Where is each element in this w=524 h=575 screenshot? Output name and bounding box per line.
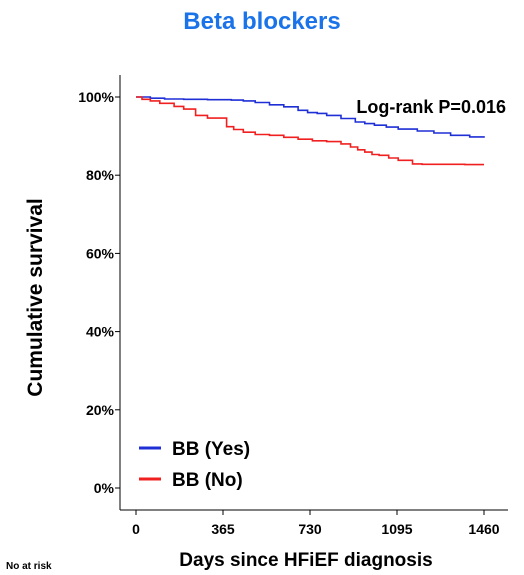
y-tick-label: 0% <box>94 480 115 496</box>
x-tick-label: 730 <box>298 521 322 537</box>
log-rank-annotation: Log-rank P=0.016 <box>356 97 506 117</box>
y-tick-label: 80% <box>86 167 115 183</box>
legend: BB (Yes) BB (No) <box>139 439 250 491</box>
y-tick-label: 40% <box>86 324 115 340</box>
y-tick-label: 20% <box>86 402 115 418</box>
x-tick-label: 0 <box>132 521 140 537</box>
y-tick-label: 60% <box>86 245 115 261</box>
x-axis-label: Days since HFiEF diagnosis <box>179 550 432 571</box>
legend-label: BB (Yes) <box>172 439 250 460</box>
legend-label: BB (No) <box>172 470 243 491</box>
x-tick-label: 1460 <box>468 521 499 537</box>
y-axis-label: Cumulative survival <box>24 198 47 396</box>
chart-title: Beta blockers <box>183 8 341 35</box>
x-tick-label: 365 <box>211 521 235 537</box>
risk-table-label: No at risk <box>6 561 52 572</box>
survival-curve-bb-yes <box>136 96 485 138</box>
series-layer <box>136 96 485 166</box>
axes: 0% 20% 40% 60% 80% 100% 0 365 730 1095 1460 Days si… <box>24 75 508 571</box>
x-tick-label: 1095 <box>381 521 412 537</box>
survival-curve-bb-no <box>136 96 484 166</box>
y-tick-label: 100% <box>78 89 114 105</box>
